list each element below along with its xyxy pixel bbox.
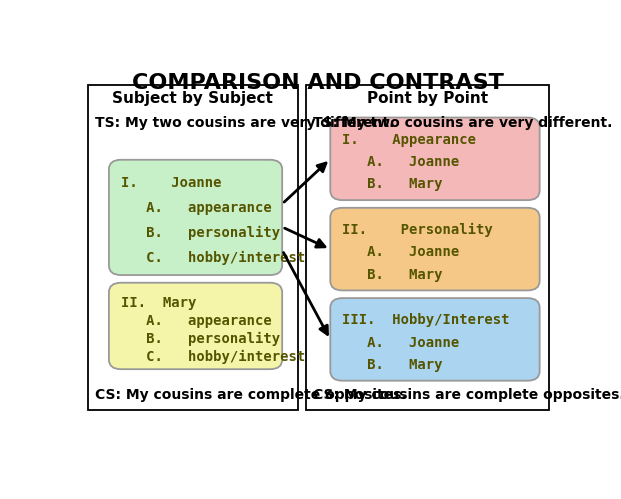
- Text: I.    Appearance: I. Appearance: [342, 133, 476, 147]
- Text: A.   Joanne: A. Joanne: [342, 155, 460, 169]
- Text: I.    Joanne: I. Joanne: [121, 176, 222, 190]
- Text: TS: My two cousins are very different.: TS: My two cousins are very different.: [96, 116, 395, 130]
- Text: C.   hobby/interest: C. hobby/interest: [121, 350, 305, 364]
- FancyBboxPatch shape: [109, 160, 282, 275]
- Text: A.   appearance: A. appearance: [121, 201, 272, 215]
- Text: B.   Mary: B. Mary: [342, 358, 443, 372]
- FancyBboxPatch shape: [330, 298, 540, 381]
- Text: C.   hobby/interest: C. hobby/interest: [121, 250, 305, 264]
- Text: A.   Joanne: A. Joanne: [342, 246, 460, 259]
- Text: II.  Mary: II. Mary: [121, 296, 196, 310]
- Text: CS: My cousins are complete opposites.: CS: My cousins are complete opposites.: [96, 388, 407, 402]
- Bar: [88, 85, 297, 410]
- FancyBboxPatch shape: [330, 208, 540, 290]
- Text: B.   Mary: B. Mary: [342, 178, 443, 192]
- FancyBboxPatch shape: [109, 283, 282, 369]
- Text: III.  Hobby/Interest: III. Hobby/Interest: [342, 313, 510, 327]
- Text: Subject by Subject: Subject by Subject: [112, 91, 273, 106]
- Text: II.    Personality: II. Personality: [342, 223, 493, 237]
- Text: B.   personality: B. personality: [121, 226, 280, 240]
- FancyBboxPatch shape: [330, 118, 540, 200]
- Text: B.   personality: B. personality: [121, 332, 280, 346]
- Text: A.   appearance: A. appearance: [121, 314, 272, 328]
- Text: CS: My cousins are complete opposites.: CS: My cousins are complete opposites.: [314, 388, 621, 402]
- Text: B.   Mary: B. Mary: [342, 268, 443, 282]
- Bar: [306, 85, 549, 410]
- Text: A.   Joanne: A. Joanne: [342, 336, 460, 350]
- Text: Point by Point: Point by Point: [367, 91, 488, 106]
- Text: TS: My two cousins are very different.: TS: My two cousins are very different.: [314, 116, 613, 130]
- Text: COMPARISON AND CONTRAST: COMPARISON AND CONTRAST: [132, 73, 504, 93]
